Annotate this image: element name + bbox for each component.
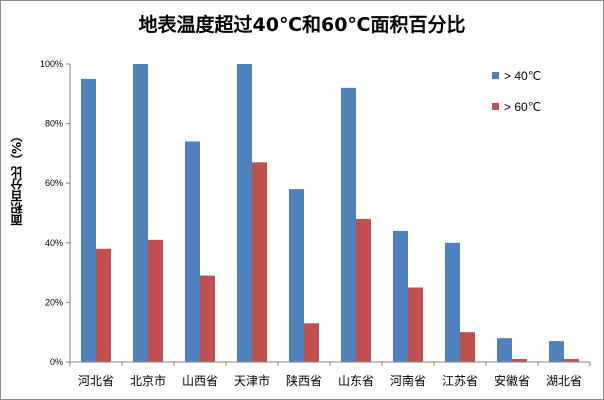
bars-layer	[81, 64, 579, 363]
bar	[237, 64, 252, 362]
y-tick-label: 0%	[50, 357, 63, 367]
x-category-label: 湖北省	[546, 373, 582, 388]
y-tick-label: 100%	[40, 59, 63, 69]
legend: > 40℃ > 60℃	[492, 69, 541, 114]
x-category-label: 安徽省	[494, 373, 530, 388]
bar	[81, 78, 96, 363]
bar	[96, 248, 111, 362]
bar	[148, 239, 163, 362]
bar	[252, 162, 267, 362]
bar	[445, 242, 460, 362]
bar	[460, 332, 475, 362]
y-tick-label: 20%	[45, 297, 63, 307]
x-category-label: 山西省	[182, 374, 218, 388]
bar	[304, 323, 319, 362]
legend-swatch	[492, 72, 499, 79]
legend-label: > 40℃	[504, 69, 541, 83]
bar	[185, 141, 200, 362]
bar	[200, 275, 215, 362]
y-tick-label: 60%	[45, 178, 63, 188]
x-categories-layer: 河北省 北京市 山西省 天津市 陕西省 山东省 河南省 江苏省 安徽省 湖北省	[69, 362, 591, 388]
bar	[564, 359, 579, 362]
bar	[289, 189, 304, 362]
x-category-label: 山东省	[338, 374, 374, 388]
y-tick-label: 40%	[45, 238, 63, 248]
x-category-label: 陕西省	[286, 373, 322, 388]
bar	[512, 359, 527, 362]
x-category-label: 北京市	[130, 373, 166, 388]
chart-title: 地表温度超过40℃和60℃面积百分比	[138, 14, 466, 36]
x-category-label: 天津市	[234, 373, 270, 388]
bar	[549, 341, 564, 362]
legend-label: > 60℃	[504, 100, 541, 114]
bar	[341, 87, 356, 362]
y-ticks-layer: 0% 20% 40% 60% 80% 100%	[40, 59, 70, 367]
x-category-label: 河北省	[78, 374, 114, 388]
bar	[133, 64, 148, 362]
x-category-label: 河南省	[390, 373, 426, 388]
bar	[356, 218, 371, 362]
bar	[497, 338, 512, 362]
legend-swatch	[492, 103, 499, 110]
x-category-label: 江苏省	[442, 374, 478, 388]
bar	[408, 287, 423, 362]
bar	[393, 230, 408, 362]
y-tick-label: 80%	[45, 119, 63, 129]
